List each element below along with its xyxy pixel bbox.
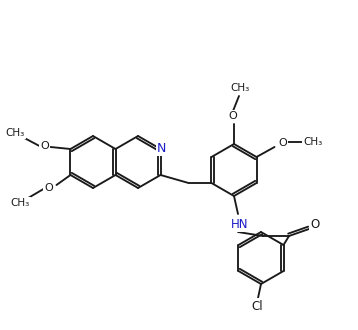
Text: N: N: [157, 142, 166, 154]
Text: HN: HN: [231, 217, 249, 230]
Text: CH₃: CH₃: [303, 137, 322, 147]
Text: Cl: Cl: [251, 300, 263, 313]
Text: CH₃: CH₃: [11, 198, 30, 208]
Text: O: O: [310, 217, 320, 230]
Text: CH₃: CH₃: [231, 83, 250, 93]
Text: O: O: [229, 111, 237, 121]
Text: CH₃: CH₃: [6, 128, 25, 138]
Text: O: O: [40, 141, 49, 151]
Text: O: O: [44, 183, 53, 193]
Text: O: O: [278, 138, 287, 148]
